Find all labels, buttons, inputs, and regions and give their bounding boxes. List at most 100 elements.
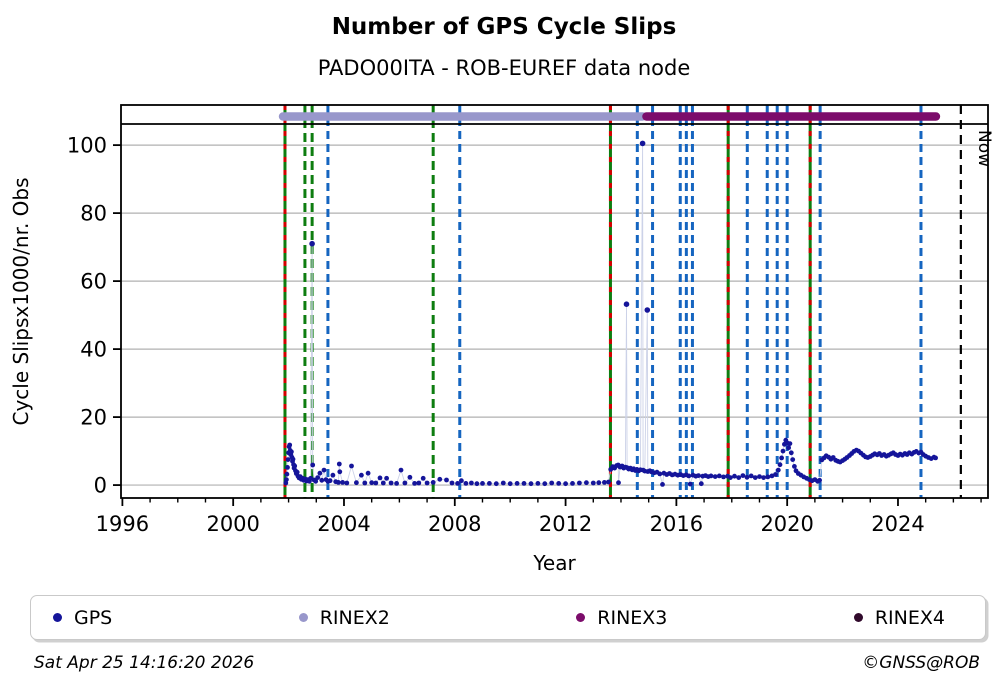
gps-point: [449, 480, 455, 486]
gps-point: [623, 301, 630, 308]
gps-point: [728, 475, 733, 480]
gps-point: [596, 480, 602, 486]
gps-point: [384, 475, 389, 481]
x-axis-label: Year: [532, 551, 576, 575]
gps-point: [463, 481, 469, 486]
gps-point: [721, 474, 726, 480]
page-subtitle: PADO00ITA - ROB-EUREF data node: [317, 56, 691, 80]
gps-point: [369, 480, 375, 486]
gps-point: [354, 480, 359, 486]
gps-point: [644, 307, 651, 313]
gps-point: [289, 449, 294, 455]
gps-point: [412, 481, 417, 486]
gps-point: [290, 456, 296, 462]
gps-point: [292, 463, 298, 469]
legend: GPS RINEX2 RINEX3 RINEX4: [30, 595, 986, 640]
y-tick-label: 20: [80, 406, 107, 430]
rinex2-marker-icon: [298, 613, 308, 622]
gps-point: [319, 477, 325, 483]
gps-point: [394, 481, 399, 486]
gps-point: [330, 472, 336, 478]
y-gridlines: [121, 144, 988, 486]
axes: 0 20 40 60 80 100 1996 2000 2004 2008 2012 2016 2020…: [9, 104, 989, 575]
gps-point: [570, 481, 575, 486]
gps-point: [732, 473, 737, 479]
gps-point: [337, 469, 343, 475]
gps-point: [309, 240, 315, 247]
y-tick-label: 0: [94, 474, 107, 498]
gps-point: [284, 477, 289, 482]
legend-label: RINEX3: [597, 606, 668, 629]
gps-point: [340, 480, 345, 485]
gps-point: [528, 481, 534, 487]
rinex4-marker-icon: [853, 613, 863, 622]
gps-point: [606, 479, 611, 485]
gps-point: [362, 480, 368, 486]
event-lines: [283, 105, 923, 498]
gps-point: [708, 473, 714, 479]
gps-point: [563, 481, 568, 487]
x-tick-label: 2020: [760, 512, 813, 536]
gps-point: [757, 474, 762, 479]
chart-canvas: Now 0 20 40 60 80 100 1996 2000 2004 2008 2012 2016 2…: [9, 104, 994, 575]
gps-point: [792, 464, 797, 469]
gps-point: [933, 455, 938, 461]
gps-point: [786, 445, 791, 451]
y-tick-label: 80: [80, 202, 107, 226]
gps-point: [469, 480, 474, 486]
y-tick-label: 100: [67, 134, 107, 158]
rinex3-marker-icon: [576, 613, 586, 622]
gps-series: [283, 140, 938, 487]
gps-point: [344, 480, 350, 486]
gps-point: [284, 471, 290, 477]
gps-point: [780, 448, 786, 454]
gps-point: [317, 470, 323, 476]
gps-point: [712, 474, 718, 479]
x-tick-label: 2024: [871, 512, 924, 536]
gps-point: [407, 474, 413, 480]
x-tick-label: 2004: [317, 512, 370, 536]
gps-point: [790, 457, 796, 462]
x-tick-label: 2012: [539, 512, 592, 536]
gps-point: [313, 478, 319, 484]
gps-point: [377, 475, 383, 481]
gps-point: [761, 475, 766, 480]
gps-point: [752, 475, 758, 480]
page-title: Number of GPS Cycle Slips: [331, 14, 677, 40]
legend-label: GPS: [74, 606, 113, 629]
gps-point: [769, 473, 775, 479]
x-tick-label: 2000: [206, 512, 259, 536]
gps-point: [577, 480, 582, 486]
gps-point: [602, 480, 607, 485]
gps-point: [748, 473, 754, 479]
footer-timestamp: Sat Apr 25 14:16:20 2026: [34, 653, 255, 673]
x-tick-label: 1996: [96, 512, 149, 536]
gps-point: [788, 450, 794, 456]
legend-item-rinex3: RINEX3: [576, 607, 667, 629]
gps-point: [310, 462, 316, 468]
gps-point: [365, 470, 371, 476]
gps-point: [616, 480, 621, 486]
gps-point: [359, 472, 364, 478]
gps-point: [315, 475, 321, 480]
gps-point: [817, 477, 822, 483]
y-tick-label: 60: [80, 270, 107, 294]
gps-point: [430, 480, 436, 485]
gps-point: [349, 463, 354, 469]
gps-point: [736, 475, 742, 480]
gps-point: [744, 474, 750, 480]
gps-point: [287, 442, 293, 448]
y-tick-label: 40: [80, 338, 107, 362]
gps-point: [777, 462, 783, 468]
gps-point: [507, 481, 513, 487]
gps-point: [285, 465, 290, 470]
gps-marker-icon: [53, 613, 62, 622]
gps-point: [444, 477, 449, 483]
gps-point: [660, 482, 665, 487]
now-label: Now: [974, 130, 994, 167]
gps-point: [696, 473, 701, 478]
gps-point: [420, 475, 426, 481]
gps-point: [455, 481, 460, 486]
gps-point: [294, 469, 300, 475]
